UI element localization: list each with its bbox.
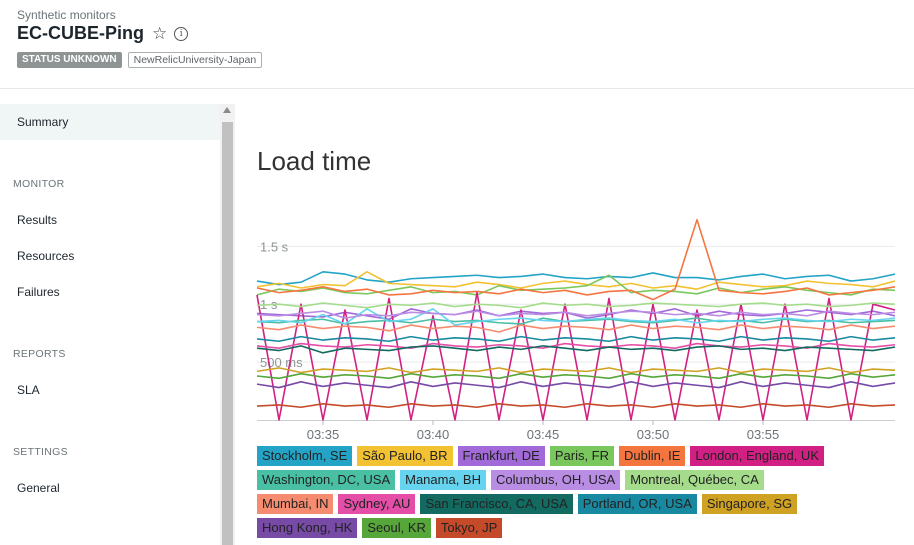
legend-item[interactable]: Sydney, AU: [338, 494, 416, 514]
legend-item[interactable]: Seoul, KR: [362, 518, 431, 538]
sidebar-item-sla[interactable]: SLA: [17, 383, 40, 397]
series-line: [256, 345, 896, 354]
sidebar-item-resources[interactable]: Resources: [17, 249, 75, 263]
star-icon[interactable]: ☆: [152, 23, 168, 43]
legend-item[interactable]: San Francisco, CA, USA: [420, 494, 573, 514]
series-line: [256, 402, 896, 409]
series-line: [256, 308, 896, 326]
chart-title: Load time: [257, 146, 372, 176]
series-line: [256, 274, 896, 296]
legend-item[interactable]: Mumbai, IN: [257, 494, 334, 514]
sidebar-item-failures[interactable]: Failures: [17, 285, 60, 299]
legend-item[interactable]: Hong Kong, HK: [257, 518, 358, 538]
legend-row: Mumbai, IN Sydney, AU San Francisco, CA, U…: [257, 494, 907, 514]
legend-item[interactable]: Manama, BH: [400, 470, 486, 490]
x-tick-label: 03:50: [637, 427, 670, 442]
account-tag[interactable]: NewRelicUniversity-Japan: [127, 52, 263, 68]
x-tick-label: 03:55: [747, 427, 780, 442]
series-line: [256, 324, 896, 333]
series-line: [256, 335, 896, 343]
x-tick-label: 03:45: [527, 427, 560, 442]
info-icon[interactable]: i: [174, 26, 189, 41]
series-line: [256, 270, 896, 286]
series-line: [256, 342, 896, 350]
section-heading-reports: REPORTS: [13, 348, 66, 360]
sidebar-item-results[interactable]: Results: [17, 213, 58, 227]
series-line: [256, 291, 896, 421]
x-tick-label: 03:35: [307, 427, 340, 442]
x-tick-label: 03:40: [417, 427, 450, 442]
legend-item[interactable]: Paris, FR: [549, 446, 615, 466]
legend-item[interactable]: Portland, OR, USA: [577, 494, 697, 514]
series-line: [256, 270, 896, 290]
sidebar-item-label: Summary: [17, 115, 69, 129]
section-heading-monitor: MONITOR: [13, 178, 65, 190]
series-line: [256, 372, 896, 380]
scroll-up-arrow-icon[interactable]: [223, 107, 231, 113]
legend-item[interactable]: Frankfurt, DE: [457, 446, 545, 466]
legend-item[interactable]: Dublin, IE: [619, 446, 686, 466]
sidebar-item-general[interactable]: General: [17, 481, 60, 495]
chart-legend: Stockholm, SE São Paulo, BR Frankfurt, DE P…: [257, 446, 907, 542]
legend-item[interactable]: Singapore, SG: [701, 494, 798, 514]
series-line: [256, 302, 896, 309]
scrollbar-thumb[interactable]: [222, 122, 233, 545]
legend-item[interactable]: Stockholm, SE: [257, 446, 353, 466]
page-header: Synthetic monitors EC-CUBE-Ping ☆ i STAT…: [0, 0, 914, 89]
legend-item[interactable]: São Paulo, BR: [357, 446, 453, 466]
legend-row: Hong Kong, HK Seoul, KR Tokyo, JP: [257, 518, 907, 538]
legend-item[interactable]: Washington, DC, USA: [257, 470, 396, 490]
legend-row: Stockholm, SE São Paulo, BR Frankfurt, DE P…: [257, 446, 907, 466]
legend-item[interactable]: Columbus, OH, USA: [491, 470, 621, 490]
y-tick-label: 1.5 s: [260, 239, 289, 254]
page-title: EC-CUBE-Ping: [17, 23, 144, 43]
status-badge: STATUS UNKNOWN: [17, 52, 122, 68]
sidebar-scrollbar[interactable]: [220, 104, 235, 545]
series-line: [256, 218, 896, 301]
legend-item[interactable]: Montreal, Québec, CA: [625, 470, 764, 490]
series-line: [256, 310, 896, 319]
legend-item[interactable]: Tokyo, JP: [435, 518, 503, 538]
series-line: [256, 367, 896, 374]
title-row: EC-CUBE-Ping ☆ i: [17, 23, 189, 44]
legend-row: Washington, DC, USA Manama, BH Columbus, O…: [257, 470, 907, 490]
legend-item[interactable]: London, England, UK: [690, 446, 824, 466]
section-heading-settings: SETTINGS: [13, 446, 68, 458]
y-tick-label: 500 ms: [260, 355, 303, 370]
breadcrumb[interactable]: Synthetic monitors: [17, 8, 116, 22]
badges: STATUS UNKNOWN NewRelicUniversity-Japan: [17, 52, 263, 68]
sidebar: Summary MONITOR Results Resources Failur…: [0, 104, 235, 545]
sidebar-item-summary[interactable]: Summary: [0, 104, 220, 140]
series-line: [256, 380, 896, 389]
